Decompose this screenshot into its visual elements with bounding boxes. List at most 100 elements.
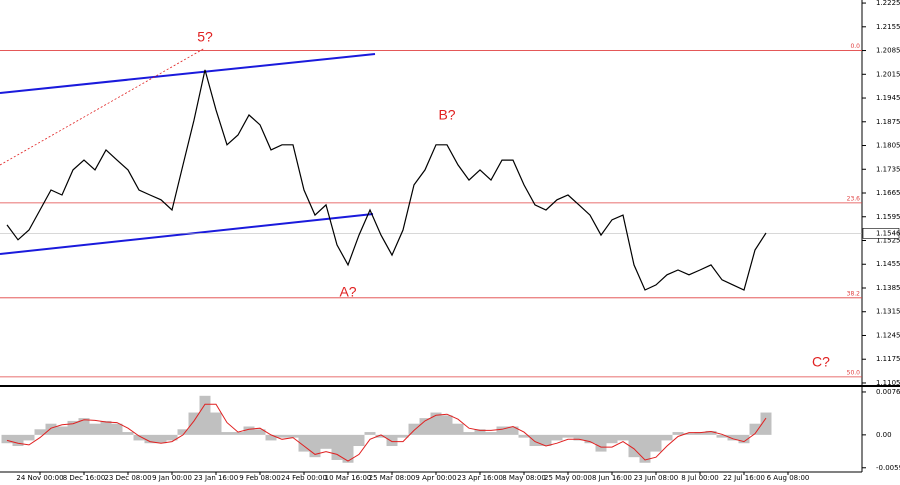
osc-bar <box>265 434 277 441</box>
x-tick-label: 23 Jun 08:00 <box>634 474 678 482</box>
osc-bar <box>166 434 178 441</box>
x-tick-label: 6 Aug 08:00 <box>767 474 810 482</box>
osc-bar <box>518 434 530 438</box>
y-tick-label: 1.1805 <box>876 142 900 150</box>
osc-bar <box>122 432 134 435</box>
wave-label: B? <box>438 107 455 123</box>
osc-bar <box>78 418 90 435</box>
x-tick-label: 25 Mar 08:00 <box>369 474 416 482</box>
osc-tick-label: 0.00 <box>876 431 892 439</box>
y-tick-label: 1.2155 <box>876 23 900 31</box>
osc-bar <box>760 412 772 435</box>
x-tick-label: 9 Feb 08:00 <box>239 474 280 482</box>
y-tick-label: 1.1665 <box>876 189 900 197</box>
osc-bar <box>353 434 365 447</box>
osc-bar <box>617 434 629 441</box>
current-price-label: 1.1546 <box>876 229 900 237</box>
osc-bar <box>507 426 519 435</box>
osc-bar <box>364 432 376 435</box>
wave-label: 5? <box>197 29 213 45</box>
osc-bar <box>430 412 442 435</box>
osc-bar <box>276 434 288 438</box>
y-tick-label: 1.1735 <box>876 165 900 173</box>
osc-bar <box>683 433 695 435</box>
x-tick-label: 23 Apr 16:00 <box>457 474 503 482</box>
osc-tick-label: -0.0059 <box>876 464 900 472</box>
osc-bar <box>562 434 574 438</box>
dotted-trend <box>0 47 206 166</box>
osc-bar <box>309 434 321 458</box>
osc-bar <box>34 429 46 435</box>
osc-bar <box>45 423 57 435</box>
osc-bar <box>419 418 431 435</box>
x-tick-label: 25 May 00:00 <box>544 474 592 482</box>
level-label: 38.2 <box>847 290 861 297</box>
osc-tick-label: 0.00769 <box>876 388 900 396</box>
x-tick-label: 8 May 08:00 <box>502 474 546 482</box>
x-tick-label: 24 Feb 00:00 <box>281 474 327 482</box>
osc-bar <box>727 434 739 441</box>
y-tick-label: 1.1875 <box>876 118 900 126</box>
osc-bar <box>397 434 409 438</box>
level-label: 0.0 <box>850 43 860 50</box>
y-tick-label: 1.1315 <box>876 308 900 316</box>
osc-bar <box>716 434 728 438</box>
osc-bar <box>342 434 354 463</box>
osc-bar <box>144 434 156 444</box>
x-tick-label: 23 Jan 16:00 <box>194 474 238 482</box>
channel-lower <box>0 213 374 255</box>
x-tick-label: 9 Apr 00:00 <box>415 474 456 482</box>
osc-bar <box>232 432 244 435</box>
osc-bar <box>749 423 761 435</box>
x-tick-label: 8 Jun 16:00 <box>592 474 632 482</box>
osc-bar <box>408 423 420 435</box>
y-tick-label: 1.1455 <box>876 260 900 268</box>
osc-bar <box>540 434 552 447</box>
osc-bar <box>155 434 167 444</box>
osc-bar <box>584 434 596 444</box>
current-price-box <box>862 228 900 239</box>
osc-bar <box>133 434 145 441</box>
osc-bar <box>694 432 706 435</box>
osc-bar <box>1 434 13 444</box>
y-tick-label: 1.1945 <box>876 94 900 102</box>
osc-bar <box>89 423 101 435</box>
osc-bar <box>452 423 464 435</box>
osc-bar <box>100 420 112 435</box>
x-tick-label: 8 Jul 00:00 <box>681 474 719 482</box>
osc-bar <box>221 432 233 435</box>
osc-bar <box>529 434 541 447</box>
y-tick-label: 1.2085 <box>876 47 900 55</box>
y-tick-label: 1.1525 <box>876 236 900 244</box>
y-tick-label: 1.1385 <box>876 284 900 292</box>
x-tick-label: 22 Jul 16:00 <box>723 474 765 482</box>
osc-bar <box>67 420 79 435</box>
osc-bar <box>639 434 651 463</box>
osc-bar <box>595 434 607 452</box>
osc-bar <box>672 432 684 435</box>
wave-label: C? <box>812 354 830 370</box>
osc-bar <box>551 434 563 441</box>
level-label: 50.0 <box>847 369 861 376</box>
osc-bar <box>485 432 497 435</box>
osc-bar <box>23 434 35 441</box>
osc-bar <box>441 415 453 435</box>
x-tick-label: 23 Dec 08:00 <box>104 474 151 482</box>
osc-bar <box>331 434 343 460</box>
osc-bar <box>210 412 222 435</box>
x-tick-label: 8 Dec 16:00 <box>63 474 106 482</box>
y-tick-label: 1.1245 <box>876 331 900 339</box>
osc-bar <box>375 434 387 438</box>
channel-upper <box>0 53 376 94</box>
osc-bar <box>56 426 68 435</box>
osc-bar <box>738 434 750 444</box>
osc-bar <box>650 434 662 452</box>
signal-line <box>6 403 767 462</box>
osc-bar <box>177 429 189 435</box>
osc-bar <box>628 434 640 458</box>
level-label: 23.6 <box>847 195 861 202</box>
osc-bar <box>496 426 508 435</box>
osc-bar <box>254 429 266 435</box>
